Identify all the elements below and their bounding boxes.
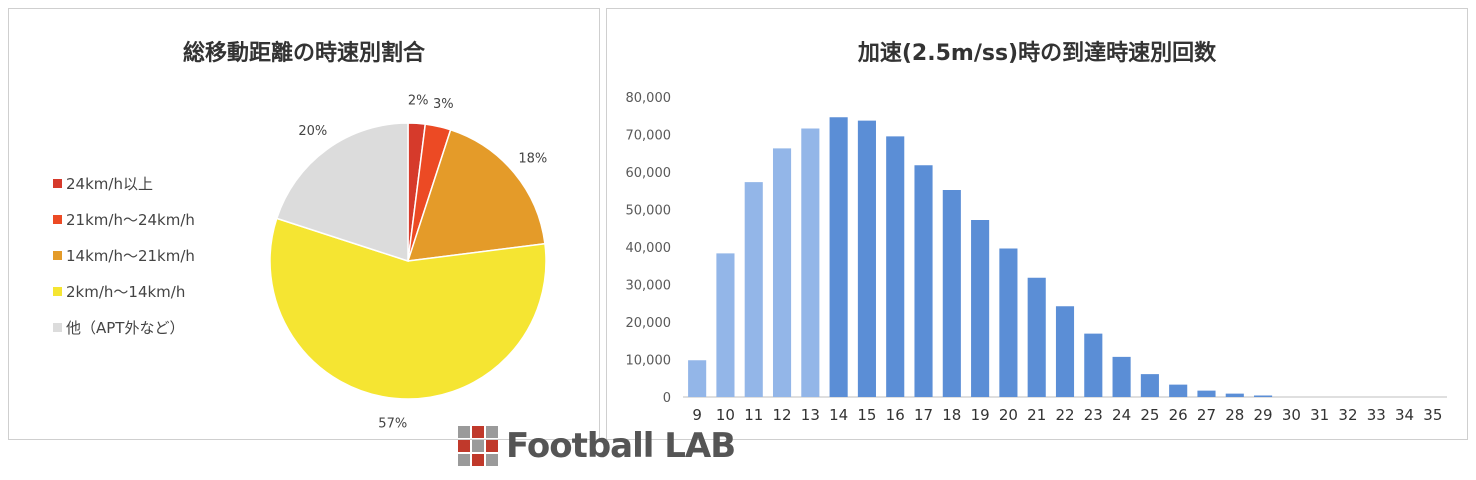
pie-chart-title: 総移動距離の時速別割合 [182, 41, 425, 66]
y-tick-label: 40,000 [626, 241, 672, 256]
x-tick-label: 9 [692, 406, 702, 424]
legend-label: 14km/h〜21km/h [66, 246, 195, 265]
bar-chart-title: 加速(2.5m/ss)時の到達時速別回数 [857, 41, 1217, 66]
pie-data-label: 20% [298, 124, 327, 139]
x-tick-label: 20 [999, 406, 1018, 424]
x-tick-label: 32 [1338, 406, 1357, 424]
x-tick-label: 11 [744, 406, 763, 424]
bar [829, 117, 848, 397]
legend-label: 24km/h以上 [66, 174, 153, 193]
x-tick-label: 16 [886, 406, 905, 424]
x-tick-label: 25 [1140, 406, 1159, 424]
pie-data-label: 3% [433, 97, 454, 112]
y-tick-label: 10,000 [626, 354, 672, 369]
pie-data-label: 2% [408, 93, 429, 108]
legend-item: 21km/h〜24km/h [53, 201, 195, 237]
bar [1197, 390, 1216, 397]
bar [914, 165, 933, 397]
bar [772, 148, 792, 397]
legend-item: 24km/h以上 [53, 165, 195, 201]
bar [886, 136, 905, 397]
bar [999, 248, 1018, 397]
pie-data-label: 57% [378, 416, 407, 431]
bar [801, 128, 820, 397]
pie-legend: 24km/h以上 21km/h〜24km/h 14km/h〜21km/h 2km… [53, 165, 195, 345]
bar [942, 190, 961, 397]
y-tick-label: 20,000 [626, 316, 672, 331]
x-tick-label: 10 [716, 406, 735, 424]
x-tick-label: 18 [942, 406, 961, 424]
pie-data-label: 18% [518, 152, 547, 167]
bar [744, 182, 763, 397]
x-tick-label: 30 [1282, 406, 1301, 424]
bar [1140, 374, 1159, 397]
legend-label: 21km/h〜24km/h [66, 210, 195, 229]
legend-label: 他（APT外など） [66, 318, 185, 337]
x-tick-label: 12 [772, 406, 791, 424]
legend-label: 2km/h〜14km/h [66, 282, 186, 301]
pie-chart-panel: 総移動距離の時速別割合 24km/h以上 21km/h〜24km/h 14km/… [8, 8, 600, 440]
legend-swatch [53, 214, 62, 224]
legend-item: 14km/h〜21km/h [53, 237, 195, 273]
bar [1254, 395, 1273, 397]
x-tick-label: 19 [971, 406, 990, 424]
legend-item: 2km/h〜14km/h [53, 273, 195, 309]
bar [1084, 333, 1103, 397]
x-tick-label: 27 [1197, 406, 1216, 424]
x-tick-label: 24 [1112, 406, 1131, 424]
bar [716, 253, 735, 397]
bar-chart: 80,000 70,000 60,000 50,000 40,000 30,000 20,0… [626, 91, 1447, 424]
pie-slice [269, 217, 547, 400]
bar [1055, 306, 1075, 397]
x-tick-label: 23 [1084, 406, 1103, 424]
x-tick-label: 17 [914, 406, 933, 424]
y-tick-label: 0 [663, 391, 671, 406]
y-tick-label: 70,000 [626, 129, 672, 144]
legend-item: 他（APT外など） [53, 309, 195, 345]
y-tick-label: 50,000 [626, 204, 672, 219]
bar-chart-panel: 加速(2.5m/ss)時の到達時速別回数 80,000 70,000 60,000 5… [606, 8, 1468, 440]
legend-swatch [53, 178, 62, 188]
x-tick-label: 33 [1367, 406, 1386, 424]
bar [857, 120, 876, 397]
x-tick-label: 14 [829, 406, 848, 424]
bar [971, 220, 990, 397]
bar [688, 360, 707, 397]
x-tick-label: 21 [1027, 406, 1046, 424]
football-lab-watermark: Football LAB [458, 424, 736, 468]
pie-chart: 2% 3% 18% 57% 20% [269, 93, 547, 431]
legend-swatch [53, 322, 62, 332]
x-tick-label: 26 [1169, 406, 1188, 424]
y-tick-label: 30,000 [626, 279, 672, 294]
x-tick-label: 29 [1254, 406, 1273, 424]
x-tick-label: 31 [1310, 406, 1329, 424]
y-tick-label: 60,000 [626, 166, 672, 181]
bar [1169, 384, 1188, 397]
bar [1027, 277, 1046, 397]
y-tick-label: 80,000 [626, 91, 672, 106]
x-tick-label: 22 [1055, 406, 1074, 424]
legend-swatch [53, 250, 62, 260]
x-tick-label: 28 [1225, 406, 1244, 424]
x-tick-label: 34 [1395, 406, 1414, 424]
bar [1112, 356, 1131, 397]
football-lab-logo-icon [458, 426, 498, 466]
x-tick-label: 15 [857, 406, 876, 424]
pie-slice [275, 122, 409, 263]
x-tick-label: 35 [1423, 406, 1442, 424]
watermark-text: Football LAB [506, 426, 736, 466]
x-tick-label: 13 [801, 406, 820, 424]
legend-swatch [53, 286, 62, 296]
bar [1225, 393, 1244, 397]
pie-slice [406, 128, 546, 262]
